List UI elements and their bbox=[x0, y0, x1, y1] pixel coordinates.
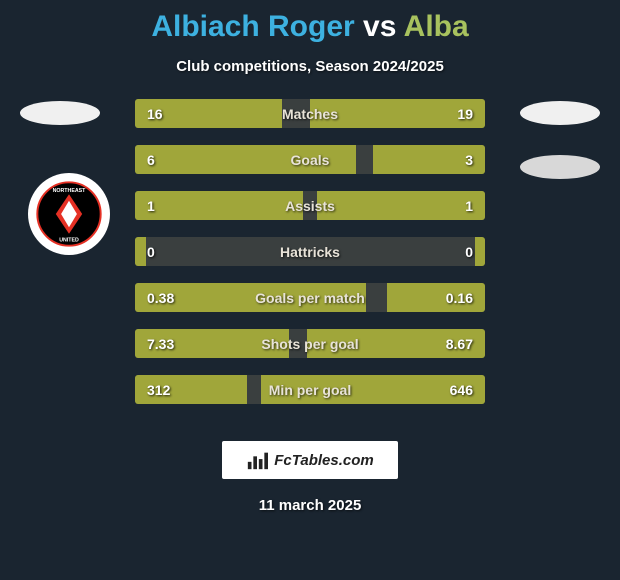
fctables-text: FcTables.com bbox=[274, 452, 373, 469]
stat-row: 1619Matches bbox=[135, 99, 485, 128]
bar-left bbox=[135, 145, 356, 174]
bar-right bbox=[387, 283, 485, 312]
svg-text:UNITED: UNITED bbox=[59, 238, 79, 244]
club-logo-icon: NORTHEAST UNITED bbox=[28, 173, 110, 255]
stat-row: 00Hattricks bbox=[135, 237, 485, 266]
bar-left bbox=[135, 237, 146, 266]
vs-text: vs bbox=[363, 10, 396, 43]
stat-row: 0.380.16Goals per match bbox=[135, 283, 485, 312]
subtitle: Club competitions, Season 2024/2025 bbox=[0, 58, 620, 75]
stat-row: 7.338.67Shots per goal bbox=[135, 329, 485, 358]
comparison-title: Albiach Roger vs Alba bbox=[0, 0, 620, 44]
flag-right-bottom-icon bbox=[520, 155, 600, 179]
stats-bars: 1619Matches 63Goals 11Assists 00Hattricks 0.… bbox=[135, 99, 485, 421]
bars-icon bbox=[246, 449, 268, 471]
bar-right bbox=[317, 191, 485, 220]
bar-right bbox=[373, 145, 485, 174]
flag-left-icon bbox=[20, 101, 100, 125]
bar-right bbox=[307, 329, 486, 358]
stat-row: 312646Min per goal bbox=[135, 375, 485, 404]
bar-right bbox=[310, 99, 485, 128]
bar-track bbox=[135, 237, 485, 266]
date-text: 11 march 2025 bbox=[0, 497, 620, 514]
bar-right bbox=[261, 375, 485, 404]
player2-name: Alba bbox=[404, 10, 469, 43]
bar-left bbox=[135, 375, 247, 404]
bar-left bbox=[135, 191, 303, 220]
bar-left bbox=[135, 283, 366, 312]
fctables-logo: FcTables.com bbox=[222, 441, 398, 479]
bar-right bbox=[475, 237, 486, 266]
player1-name: Albiach Roger bbox=[151, 10, 354, 43]
svg-text:NORTHEAST: NORTHEAST bbox=[53, 188, 87, 194]
stat-row: 11Assists bbox=[135, 191, 485, 220]
bar-left bbox=[135, 99, 282, 128]
stat-row: 63Goals bbox=[135, 145, 485, 174]
bar-left bbox=[135, 329, 289, 358]
flag-right-top-icon bbox=[520, 101, 600, 125]
stats-content: NORTHEAST UNITED 1619Matches 63Goals 11Ass… bbox=[0, 99, 620, 429]
